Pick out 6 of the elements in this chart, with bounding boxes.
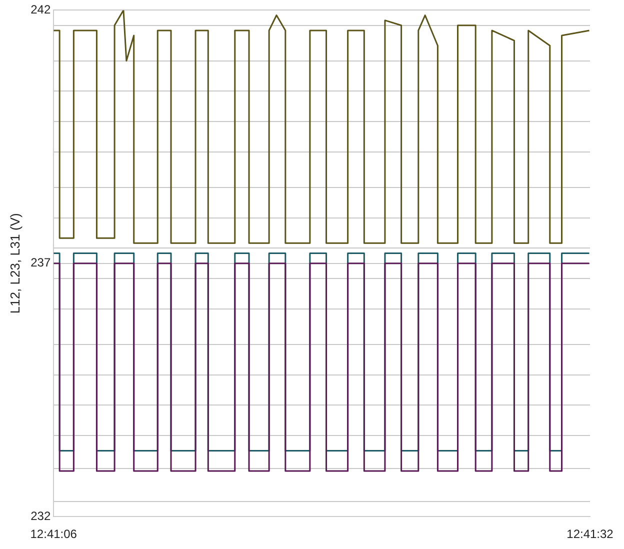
x-tick-label: 12:41:32 — [566, 527, 614, 542]
y-axis-title: L12, L23, L31 (V) — [7, 213, 22, 314]
y-tick-label: 232 — [30, 508, 51, 523]
x-tick-label: 12:41:06 — [30, 527, 78, 542]
y-tick-label: 237 — [30, 256, 51, 270]
y-tick-label: 242 — [30, 2, 51, 17]
